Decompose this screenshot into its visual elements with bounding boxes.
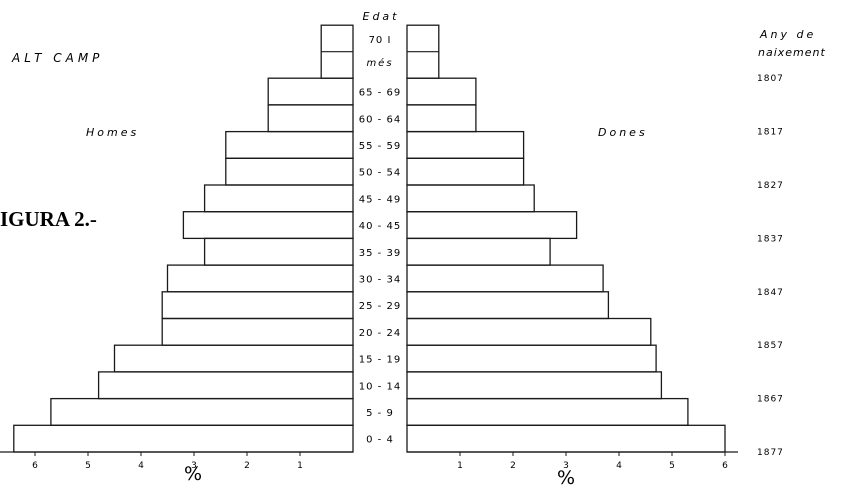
bar-homes	[267, 104, 354, 133]
bar-homes	[225, 157, 354, 186]
bar-dones	[406, 77, 477, 106]
bars-homes	[13, 24, 354, 453]
bar-dones	[406, 184, 535, 213]
bars-dones	[406, 24, 726, 453]
x-axis: 1 1 2 2 3 3 4 4 5 5 6 6	[0, 451, 738, 471]
series-label-homes: Homes	[86, 126, 139, 139]
figure-label: IGURA 2.-	[0, 207, 97, 231]
bar-dones	[406, 130, 525, 159]
bar-homes	[113, 344, 354, 373]
bar-homes	[161, 291, 354, 320]
right-axis-title-line2: naixement	[758, 46, 826, 59]
x-unit-right: %	[557, 467, 575, 489]
bar-dones	[406, 264, 604, 293]
birth-year-label: 1837	[757, 234, 784, 244]
bar-dones	[406, 104, 477, 133]
bar-homes	[203, 184, 354, 213]
age-label: 30 - 34	[359, 274, 401, 285]
age-label-top-line1: 70 I	[369, 35, 392, 46]
x-tick-label-right: 5	[669, 461, 675, 471]
birth-year-label: 1847	[757, 288, 784, 298]
age-label: 20 - 24	[359, 328, 401, 339]
birth-year-label: 1807	[757, 74, 784, 84]
bar-homes	[267, 77, 354, 106]
bar-dones	[406, 211, 578, 240]
x-tick-label-right: 1	[457, 461, 463, 471]
age-label: 40 - 45	[359, 221, 401, 232]
bar-dones	[406, 371, 663, 400]
x-tick-label-left: 3	[191, 461, 197, 471]
age-label: 65 - 69	[359, 88, 401, 99]
birth-year-label: 1817	[757, 128, 784, 138]
birth-year-labels: 1877 1867 1857 1847 1837 1827 1817 1807	[757, 74, 784, 458]
bar-homes	[225, 130, 354, 159]
age-label: 50 - 54	[359, 168, 401, 179]
age-label: 45 - 49	[359, 194, 401, 205]
x-tick-label-left: 4	[138, 461, 144, 471]
x-tick-label-right: 3	[563, 461, 569, 471]
bar-dones	[406, 157, 525, 186]
right-axis-title-line1: Any de	[759, 28, 816, 41]
bar-dones	[406, 291, 610, 320]
age-label: 25 - 29	[359, 301, 401, 312]
age-label: 5 - 9	[366, 408, 394, 419]
x-tick-label-left: 2	[244, 461, 250, 471]
bar-homes	[50, 397, 354, 426]
center-axis-title: Edat	[363, 10, 400, 23]
birth-year-label: 1857	[757, 341, 784, 351]
x-tick-label-left: 1	[297, 461, 303, 471]
age-labels: 0 - 4 5 - 9 10 - 14 15 - 19 20 - 24 25 - 29 30…	[359, 35, 401, 446]
x-tick-label-left: 5	[85, 461, 91, 471]
birth-year-label: 1867	[757, 395, 784, 405]
birth-year-label: 1877	[757, 448, 784, 458]
bar-dones	[406, 397, 689, 426]
x-unit-left: %	[184, 463, 202, 485]
age-label: 0 - 4	[366, 435, 394, 446]
bar-homes	[161, 317, 354, 346]
age-label: 35 - 39	[359, 248, 401, 259]
x-tick-label-right: 6	[722, 461, 728, 471]
age-label: 60 - 64	[359, 114, 401, 125]
bar-dones	[406, 237, 551, 266]
x-tick-label-left: 6	[32, 461, 38, 471]
age-label: 55 - 59	[359, 141, 401, 152]
bar-homes	[203, 237, 354, 266]
bar-homes	[97, 371, 354, 400]
age-label: 10 - 14	[359, 381, 401, 392]
chart-title: ALT CAMP	[11, 51, 103, 65]
bar-dones	[406, 344, 657, 373]
age-label: 15 - 19	[359, 355, 401, 366]
x-tick-label-right: 2	[510, 461, 516, 471]
age-label-top-line2: més	[366, 57, 393, 69]
bar-dones	[406, 317, 652, 346]
bar-homes	[166, 264, 354, 293]
series-label-dones: Dones	[598, 126, 648, 139]
bar-homes	[182, 211, 354, 240]
x-tick-label-right: 4	[616, 461, 622, 471]
birth-year-label: 1827	[757, 181, 784, 191]
bar-dones	[406, 424, 726, 453]
bar-homes	[13, 424, 354, 453]
